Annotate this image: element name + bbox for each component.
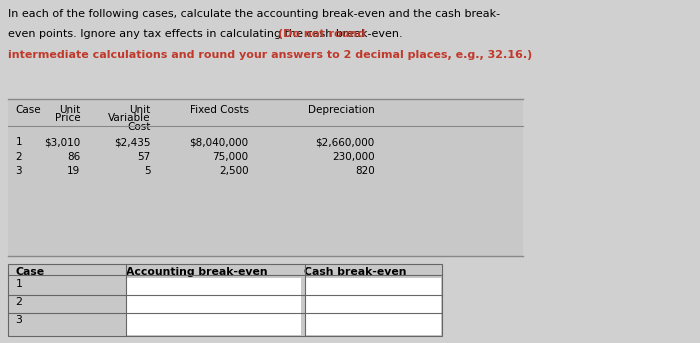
Text: Fixed Costs: Fixed Costs [190,105,248,115]
Text: 2: 2 [15,297,22,307]
Text: $3,010: $3,010 [44,137,80,147]
FancyBboxPatch shape [8,264,442,336]
FancyBboxPatch shape [304,296,441,313]
Text: Variable: Variable [108,113,150,123]
Text: 2,500: 2,500 [219,166,248,176]
Text: $2,660,000: $2,660,000 [315,137,374,147]
Text: Unit: Unit [60,105,80,115]
FancyBboxPatch shape [126,314,301,335]
Text: Unit: Unit [130,105,150,115]
Text: even points. Ignore any tax effects in calculating the cash break-even.: even points. Ignore any tax effects in c… [8,29,407,39]
Text: (Do not round: (Do not round [278,29,365,39]
Text: Price: Price [55,113,80,123]
Text: Cost: Cost [127,122,150,132]
FancyBboxPatch shape [8,99,523,256]
Text: $2,435: $2,435 [114,137,150,147]
Text: 5: 5 [144,166,150,176]
Text: 820: 820 [355,166,374,176]
Text: In each of the following cases, calculate the accounting break-even and the cash: In each of the following cases, calculat… [8,9,500,19]
Text: 75,000: 75,000 [212,152,248,162]
Text: Accounting break-even: Accounting break-even [126,267,267,277]
Text: intermediate calculations and round your answers to 2 decimal places, e.g., 32.1: intermediate calculations and round your… [8,50,533,60]
Text: 3: 3 [15,315,22,325]
Text: 86: 86 [67,152,80,162]
Text: 57: 57 [137,152,150,162]
Text: Case: Case [15,267,45,277]
FancyBboxPatch shape [126,278,301,295]
Text: 230,000: 230,000 [332,152,375,162]
Text: 19: 19 [67,166,80,176]
Text: Depreciation: Depreciation [308,105,374,115]
Text: 3: 3 [15,166,22,176]
Text: $8,040,000: $8,040,000 [190,137,248,147]
Text: 2: 2 [15,152,22,162]
FancyBboxPatch shape [304,278,441,295]
FancyBboxPatch shape [304,314,441,335]
FancyBboxPatch shape [126,296,301,313]
Text: Cash break-even: Cash break-even [304,267,407,277]
Text: 1: 1 [15,279,22,289]
Text: 1: 1 [15,137,22,147]
Text: Case: Case [15,105,41,115]
